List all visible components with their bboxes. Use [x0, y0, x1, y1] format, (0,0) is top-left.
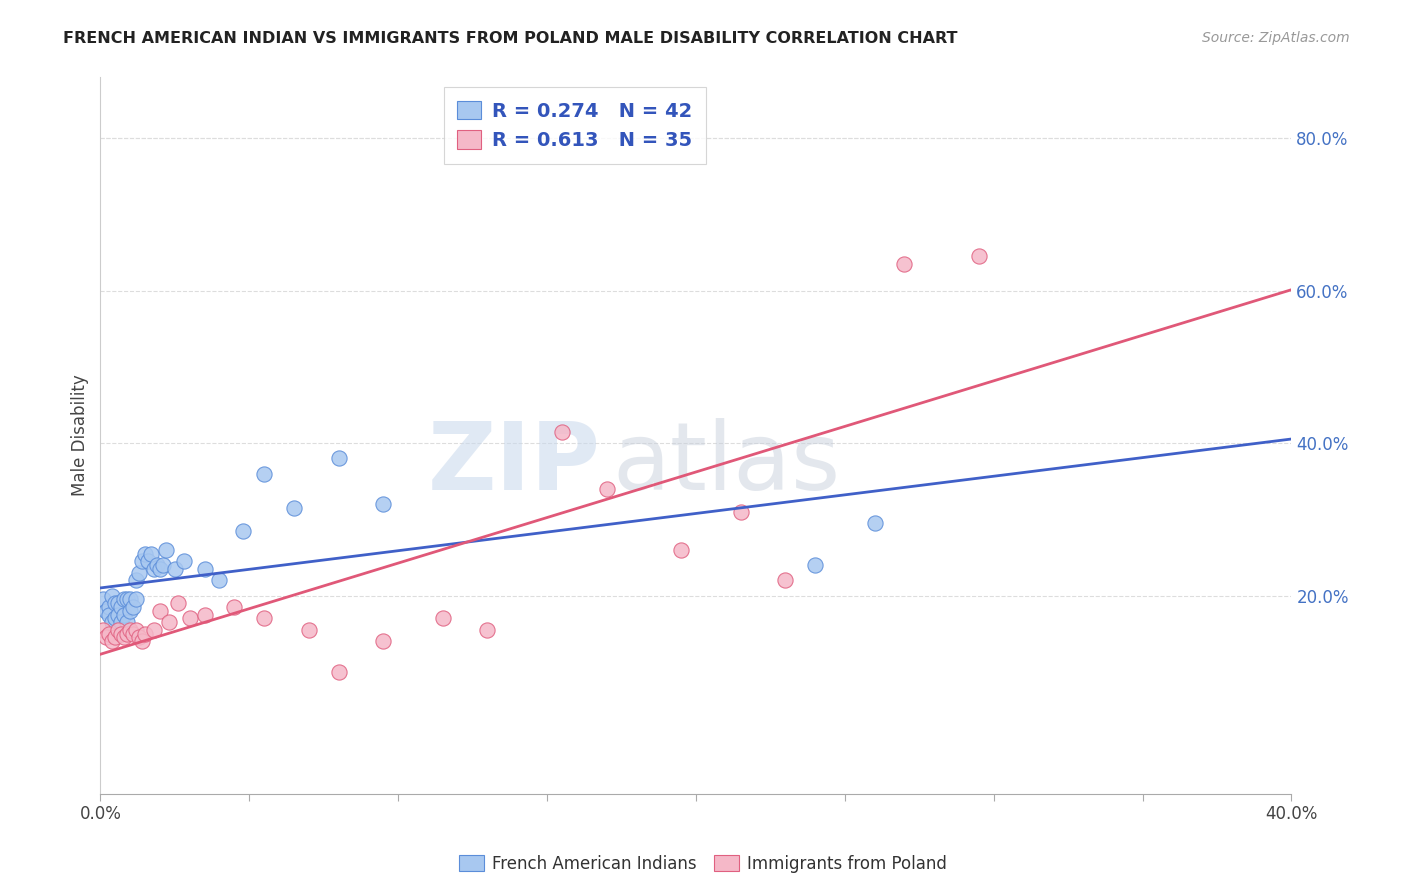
Point	[373, 634, 395, 648]
Point	[91, 592, 114, 607]
Point	[166, 596, 188, 610]
Point	[730, 505, 752, 519]
Text: ZIP: ZIP	[427, 418, 600, 510]
Point	[149, 562, 172, 576]
Point	[96, 604, 118, 618]
Point	[149, 604, 172, 618]
Point	[155, 542, 177, 557]
Text: Source: ZipAtlas.com: Source: ZipAtlas.com	[1202, 31, 1350, 45]
Point	[91, 623, 114, 637]
Point	[863, 516, 886, 531]
Point	[101, 615, 124, 630]
Text: FRENCH AMERICAN INDIAN VS IMMIGRANTS FROM POLAND MALE DISABILITY CORRELATION CHA: FRENCH AMERICAN INDIAN VS IMMIGRANTS FRO…	[63, 31, 957, 46]
Point	[551, 425, 574, 439]
Point	[134, 547, 156, 561]
Point	[107, 596, 129, 610]
Point	[224, 599, 246, 614]
Point	[139, 547, 162, 561]
Point	[110, 626, 132, 640]
Point	[125, 592, 148, 607]
Point	[669, 542, 692, 557]
Point	[120, 592, 142, 607]
Point	[112, 592, 135, 607]
Point	[298, 623, 321, 637]
Point	[98, 599, 121, 614]
Point	[128, 566, 150, 580]
Point	[131, 634, 153, 648]
Point	[142, 562, 165, 576]
Point	[101, 634, 124, 648]
Point	[328, 665, 350, 679]
Point	[110, 615, 132, 630]
Point	[115, 592, 138, 607]
Point	[253, 611, 276, 625]
Point	[104, 611, 127, 625]
Point	[112, 607, 135, 622]
Point	[179, 611, 201, 625]
Point	[173, 554, 195, 568]
Point	[432, 611, 454, 625]
Point	[142, 623, 165, 637]
Point	[120, 623, 142, 637]
Point	[125, 623, 148, 637]
Point	[152, 558, 174, 573]
Point	[283, 500, 305, 515]
Point	[146, 558, 169, 573]
Point	[232, 524, 254, 538]
Point	[115, 615, 138, 630]
Point	[194, 607, 217, 622]
Point	[98, 626, 121, 640]
Y-axis label: Male Disability: Male Disability	[72, 375, 89, 497]
Point	[804, 558, 827, 573]
Point	[110, 599, 132, 614]
Point	[112, 631, 135, 645]
Point	[120, 604, 142, 618]
Point	[107, 607, 129, 622]
Point	[98, 607, 121, 622]
Point	[773, 574, 796, 588]
Point	[208, 574, 231, 588]
Point	[104, 596, 127, 610]
Point	[253, 467, 276, 481]
Point	[194, 562, 217, 576]
Point	[477, 623, 499, 637]
Text: atlas: atlas	[613, 418, 841, 510]
Point	[107, 623, 129, 637]
Legend: R = 0.274   N = 42, R = 0.613   N = 35: R = 0.274 N = 42, R = 0.613 N = 35	[443, 87, 706, 164]
Point	[328, 451, 350, 466]
Point	[163, 562, 186, 576]
Point	[101, 589, 124, 603]
Point	[131, 554, 153, 568]
Legend: French American Indians, Immigrants from Poland: French American Indians, Immigrants from…	[453, 848, 953, 880]
Point	[122, 626, 145, 640]
Point	[125, 574, 148, 588]
Point	[373, 497, 395, 511]
Point	[136, 554, 159, 568]
Point	[157, 615, 180, 630]
Point	[134, 626, 156, 640]
Point	[595, 482, 617, 496]
Point	[96, 631, 118, 645]
Point	[115, 626, 138, 640]
Point	[104, 631, 127, 645]
Point	[893, 257, 915, 271]
Point	[967, 250, 990, 264]
Point	[122, 599, 145, 614]
Point	[128, 631, 150, 645]
